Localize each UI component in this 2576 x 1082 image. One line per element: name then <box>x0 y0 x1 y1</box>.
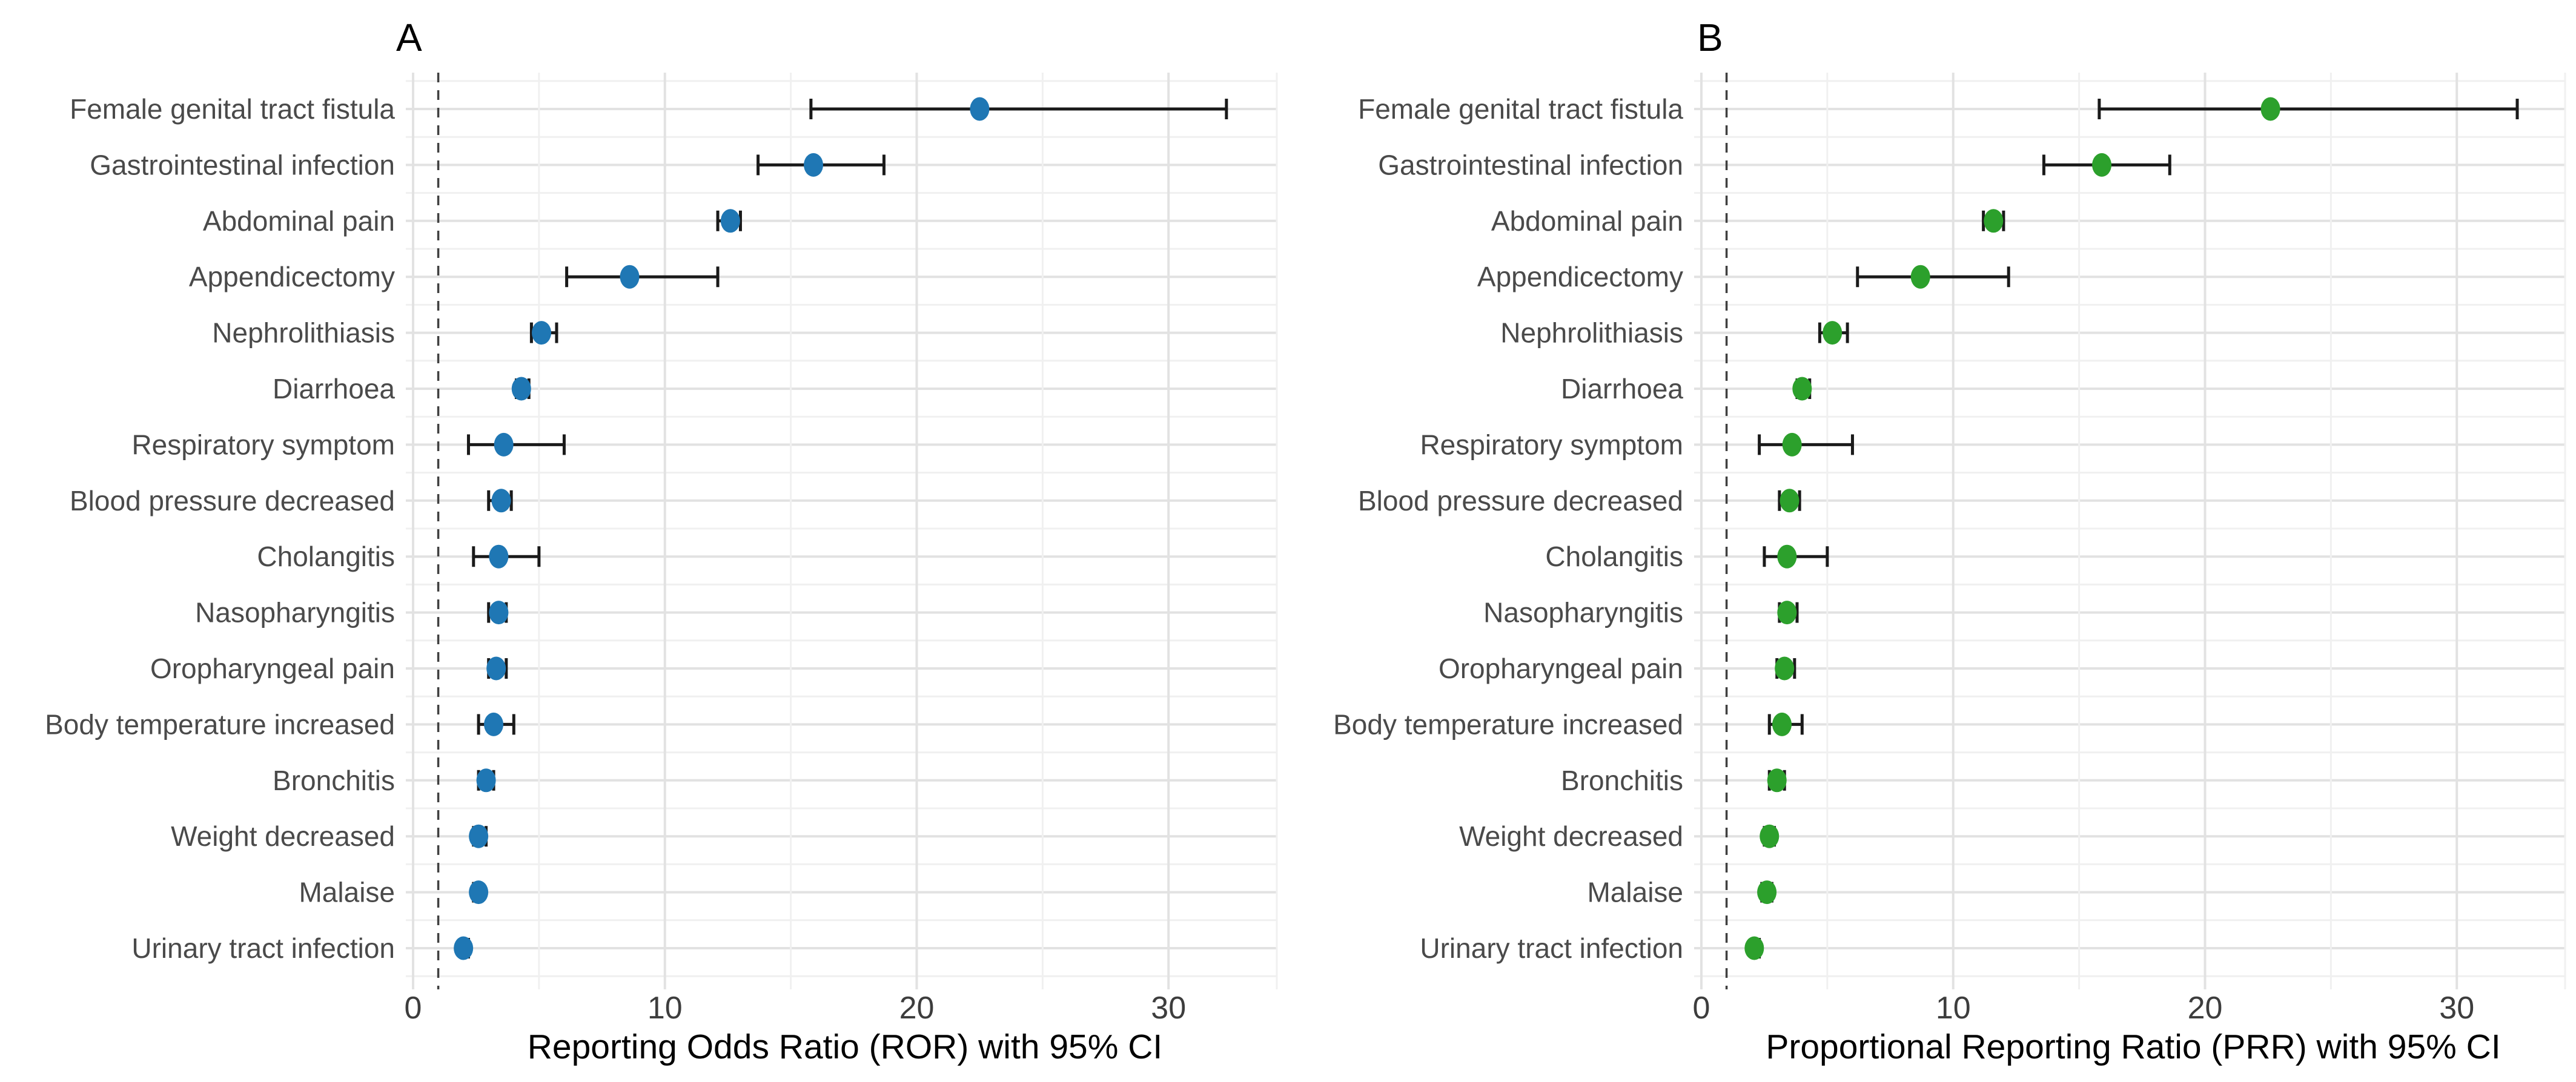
y-axis-label: Body temperature increased <box>45 708 395 740</box>
y-axis-label: Respiratory symptom <box>131 429 395 460</box>
y-axis-label: Female genital tract fistula <box>70 93 395 125</box>
data-point <box>1792 377 1812 401</box>
y-axis-label: Cholangitis <box>1545 541 1683 572</box>
y-axis-label: Body temperature increased <box>1333 708 1683 740</box>
data-point <box>1780 489 1800 513</box>
x-tick-label: 10 <box>1936 991 1971 1026</box>
data-point <box>1760 824 1780 848</box>
x-tick-label: 20 <box>2188 991 2223 1026</box>
data-point <box>1984 209 2004 233</box>
data-point <box>494 432 514 457</box>
y-axis-label: Nephrolithiasis <box>1500 317 1683 349</box>
data-point <box>491 489 511 513</box>
data-point <box>454 936 474 960</box>
y-axis-label: Blood pressure decreased <box>1358 485 1683 516</box>
data-point <box>486 656 506 681</box>
data-point <box>469 880 489 905</box>
data-point <box>1757 880 1777 905</box>
y-axis-label: Bronchitis <box>1561 765 1683 796</box>
data-point <box>970 97 990 121</box>
data-point <box>484 712 504 736</box>
data-point <box>804 153 824 177</box>
y-axis-label: Female genital tract fistula <box>1358 93 1683 125</box>
y-axis-label: Gastrointestinal infection <box>90 149 395 180</box>
x-tick-label: 30 <box>1151 991 1186 1026</box>
y-axis-label: Urinary tract infection <box>131 932 395 964</box>
y-axis-label: Nephrolithiasis <box>212 317 395 349</box>
y-axis-label: Diarrhoea <box>273 373 395 404</box>
data-point <box>1782 432 1802 457</box>
y-axis-label: Weight decreased <box>1459 820 1683 852</box>
data-point <box>1777 544 1797 569</box>
y-axis-label: Appendicectomy <box>189 261 395 292</box>
error-bar <box>2098 99 2519 119</box>
y-axis-label: Malaise <box>1587 877 1683 908</box>
y-axis-label: Abdominal pain <box>203 205 395 237</box>
y-axis-label: Cholangitis <box>257 541 395 572</box>
data-point <box>1823 321 1843 345</box>
y-axis-label: Oropharyngeal pain <box>1439 653 1683 684</box>
panel-A: Female genital tract fistula Gastrointest… <box>45 16 1278 1066</box>
x-tick-label: 10 <box>647 991 683 1026</box>
data-point <box>1910 265 1930 289</box>
x-axis-title: Reporting Odds Ratio (ROR) with 95% CI <box>528 1028 1163 1066</box>
y-axis-label: Blood pressure decreased <box>70 485 395 516</box>
y-axis-label: Urinary tract infection <box>1420 932 1683 964</box>
data-point <box>476 768 496 793</box>
data-point <box>1767 768 1787 793</box>
data-point <box>1744 936 1764 960</box>
data-point <box>2092 153 2112 177</box>
error-bar <box>466 434 566 455</box>
panel-B: Female genital tract fistula Gastrointest… <box>1333 16 2566 1066</box>
x-axis-title: Proportional Reporting Ratio (PRR) with … <box>1766 1028 2500 1066</box>
error-bar <box>565 266 720 288</box>
y-axis-label: Respiratory symptom <box>1420 429 1683 460</box>
data-point <box>620 265 640 289</box>
data-point <box>2260 97 2280 121</box>
data-point <box>1772 712 1792 736</box>
y-axis-label: Nasopharyngitis <box>195 597 395 628</box>
y-axis-label: Gastrointestinal infection <box>1378 149 1683 180</box>
panel-tag: A <box>396 16 422 59</box>
x-tick-label: 20 <box>899 991 935 1026</box>
data-point <box>720 209 740 233</box>
data-point <box>469 824 489 848</box>
data-point <box>1777 601 1797 625</box>
y-axis-label: Bronchitis <box>273 765 395 796</box>
data-point <box>489 601 509 625</box>
x-tick-label: 0 <box>1693 991 1710 1026</box>
panel-tag: B <box>1697 16 1723 59</box>
x-tick-label: 30 <box>2439 991 2474 1026</box>
y-axis-label: Diarrhoea <box>1561 373 1683 404</box>
error-bar <box>1856 266 2010 288</box>
data-point <box>532 321 552 345</box>
y-axis-label: Appendicectomy <box>1477 261 1683 292</box>
data-point <box>1775 656 1795 681</box>
error-bar <box>809 99 1228 119</box>
y-axis-label: Abdominal pain <box>1491 205 1683 237</box>
x-tick-label: 0 <box>405 991 422 1026</box>
y-axis-label: Malaise <box>299 877 395 908</box>
data-point <box>511 377 531 401</box>
data-point <box>489 544 509 569</box>
y-axis-label: Nasopharyngitis <box>1483 597 1683 628</box>
error-bar <box>1758 434 1854 455</box>
y-axis-label: Oropharyngeal pain <box>150 653 395 684</box>
y-axis-label: Weight decreased <box>171 820 395 852</box>
